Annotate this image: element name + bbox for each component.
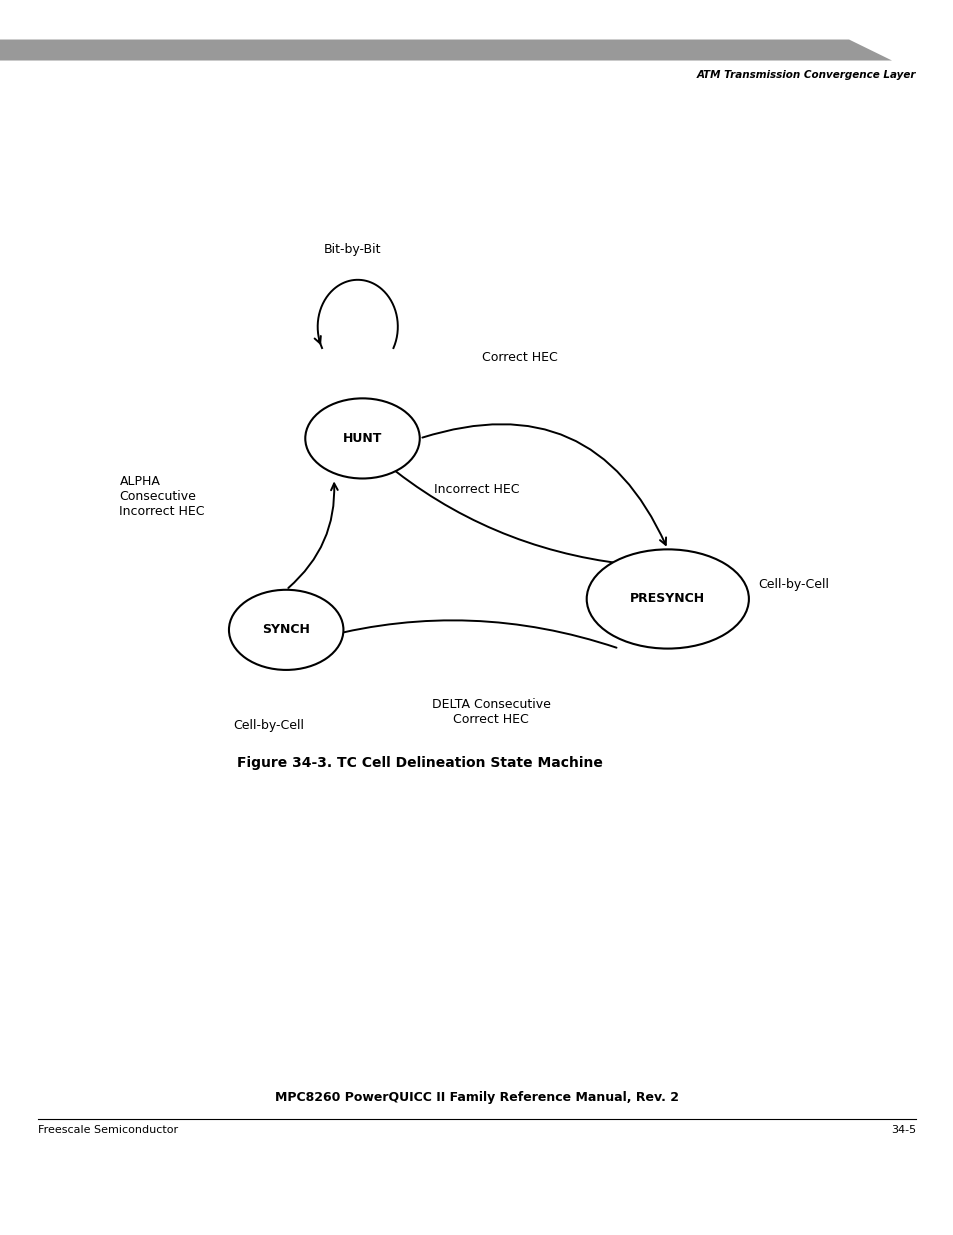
Text: HUNT: HUNT (342, 432, 382, 445)
Ellipse shape (229, 590, 343, 669)
Ellipse shape (586, 550, 748, 648)
Text: ALPHA
Consecutive
Incorrect HEC: ALPHA Consecutive Incorrect HEC (119, 475, 205, 517)
Text: Incorrect HEC: Incorrect HEC (434, 483, 519, 496)
Text: MPC8260 PowerQUICC II Family Reference Manual, Rev. 2: MPC8260 PowerQUICC II Family Reference M… (274, 1091, 679, 1104)
Text: 34-5: 34-5 (890, 1125, 915, 1135)
Text: Correct HEC: Correct HEC (481, 351, 558, 364)
Text: SYNCH: SYNCH (262, 624, 310, 636)
Text: Cell-by-Cell: Cell-by-Cell (233, 719, 304, 732)
Polygon shape (0, 40, 891, 61)
Text: Figure 34-3. TC Cell Delineation State Machine: Figure 34-3. TC Cell Delineation State M… (236, 756, 602, 769)
Text: Cell-by-Cell: Cell-by-Cell (758, 578, 828, 590)
Text: Freescale Semiconductor: Freescale Semiconductor (38, 1125, 178, 1135)
Ellipse shape (305, 399, 419, 478)
Text: Bit-by-Bit: Bit-by-Bit (324, 243, 381, 257)
Text: DELTA Consecutive
Correct HEC: DELTA Consecutive Correct HEC (432, 698, 550, 726)
Text: ATM Transmission Convergence Layer: ATM Transmission Convergence Layer (696, 70, 915, 80)
Text: PRESYNCH: PRESYNCH (630, 593, 704, 605)
